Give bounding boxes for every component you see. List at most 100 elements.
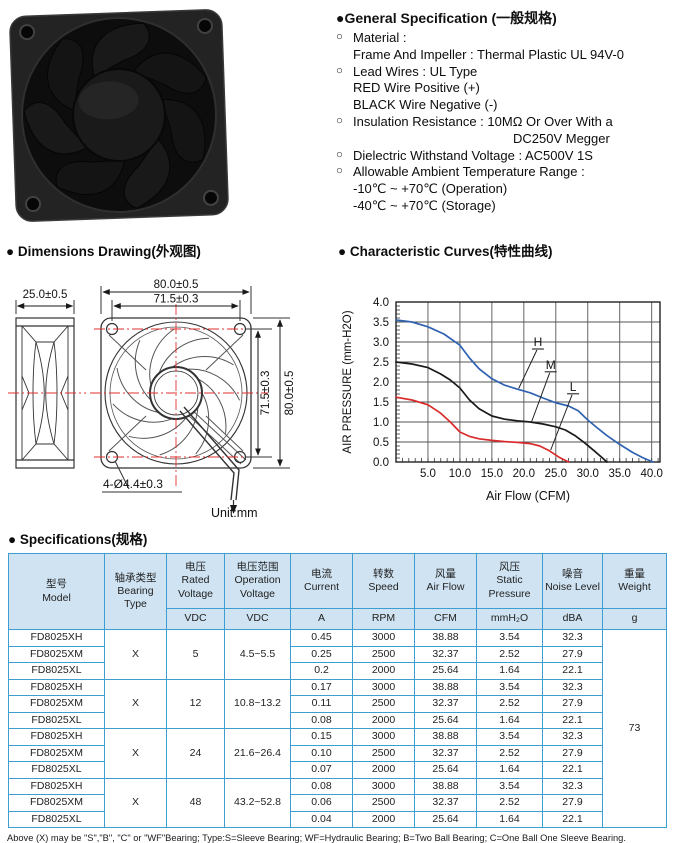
dim-width-holes-label: 71.5±0.3	[154, 294, 199, 306]
col-header-operation_voltage: 电压范围 Operation Voltage	[224, 553, 291, 609]
col-header-bearing: 轴承类型 Bearing Type	[104, 553, 167, 630]
cell-noise: 27.9	[542, 645, 603, 663]
cell-speed: 2000	[352, 711, 415, 729]
dim-depth-label: 25.0±0.5	[23, 289, 68, 301]
cell-static-pressure: 1.64	[476, 810, 543, 828]
spec-row: FD8025XL 0.2 2000 25.64 1.64 22.1	[8, 662, 667, 680]
circle-bullet-icon: ○	[336, 148, 343, 161]
spec-row: FD8025XH X 24 21.6~26.4 0.15 3000 38.88 3.54 32.…	[8, 728, 667, 779]
cell-static-pressure: 2.52	[476, 744, 543, 762]
impeller-blade	[149, 328, 175, 386]
col-unit-noise: dBA	[542, 608, 603, 630]
spec-line: Frame And Impeller : Thermal Plastic UL …	[353, 46, 624, 62]
cell-operation-voltage: 10.8~13.2	[224, 678, 291, 729]
x-tick-label: 5.0	[420, 468, 436, 480]
cell-air-flow: 25.64	[414, 662, 477, 680]
y-tick-label: 2.5	[373, 357, 389, 369]
cell-static-pressure: 2.52	[476, 645, 543, 663]
cell-static-pressure: 3.54	[476, 777, 543, 795]
cell-static-pressure: 1.64	[476, 761, 543, 779]
spec-line: Insulation Resistance : 10MΩ Or Over Wit…	[353, 113, 613, 129]
cell-speed: 2000	[352, 662, 415, 680]
col-header-speed: 转数 Speed	[352, 553, 415, 609]
spec-line: DC250V Megger	[513, 130, 610, 146]
cell-current: 0.17	[290, 678, 353, 696]
fan-blade	[123, 137, 171, 209]
cell-air-flow: 32.37	[414, 744, 477, 762]
cell-air-flow: 38.88	[414, 777, 477, 795]
general-spec-title: ●General Specification (一般规格)	[336, 10, 557, 26]
cell-noise: 22.1	[542, 761, 603, 779]
y-tick-label: 1.0	[373, 417, 389, 429]
plot-border	[395, 301, 661, 463]
centerlines	[8, 304, 268, 486]
cell-static-pressure: 3.54	[476, 629, 543, 647]
circle-bullet-icon: ○	[336, 165, 343, 178]
dim-height	[246, 317, 290, 469]
x-tick-label: 25.0	[545, 468, 567, 480]
impeller-blade	[195, 392, 210, 455]
general-spec-list: ○ Material : Frame And Impeller : Thermal …	[336, 30, 672, 215]
dimensions-drawing-svg: 25.0±0.5	[8, 279, 296, 520]
cell-current: 0.08	[290, 711, 353, 729]
fan-hub	[72, 68, 166, 162]
spec-item: ○ Allowable Ambient Temperature Range : -1…	[336, 164, 672, 214]
spec-line: Dielectric Withstand Voltage : AC500V 1S	[353, 147, 593, 163]
curve-H	[395, 319, 654, 463]
unit-label: Unit:mm	[211, 506, 258, 520]
fan-blade	[55, 159, 126, 195]
cell-rated-voltage: 48	[166, 777, 225, 828]
col-header-air_flow: 风量 Air Flow	[414, 553, 477, 609]
spec-line: Material :	[353, 30, 407, 45]
col-header-weight: 重量 Weight	[602, 553, 667, 609]
col-unit-weight: g	[602, 608, 667, 630]
cell-operation-voltage: 43.2~52.8	[224, 777, 291, 828]
spec-line: RED Wire Positive (+)	[353, 80, 480, 96]
cell-static-pressure: 1.64	[476, 662, 543, 680]
cell-model: FD8025XM	[8, 794, 105, 812]
col-unit-speed: RPM	[352, 608, 415, 630]
cell-air-flow: 38.88	[414, 678, 477, 696]
cell-air-flow: 25.64	[414, 711, 477, 729]
cell-air-flow: 32.37	[414, 645, 477, 663]
y-tick-label: 3.5	[373, 317, 389, 329]
dimensions-title: ● Dimensions Drawing(外观图)	[6, 244, 201, 259]
cell-speed: 2500	[352, 645, 415, 663]
col-unit-air_flow: CFM	[414, 608, 477, 630]
dim-holes-label: 4-Ø4.4±0.3	[103, 477, 163, 491]
cell-speed: 3000	[352, 629, 415, 647]
lead-wires	[179, 406, 240, 514]
cell-bearing: X	[104, 728, 167, 779]
fan-blade	[91, 22, 150, 79]
cell-current: 0.11	[290, 695, 353, 713]
y-tick-label: 3.0	[373, 337, 389, 349]
x-tick-label: 30.0	[577, 468, 599, 480]
col-header-rated_voltage: 电压 Rated Voltage	[166, 553, 225, 609]
spec-line: Lead Wires : UL Type	[353, 63, 478, 79]
dim-depth	[15, 300, 75, 314]
cell-static-pressure: 3.54	[476, 678, 543, 696]
cell-model: FD8025XL	[8, 761, 105, 779]
cell-speed: 3000	[352, 728, 415, 746]
cell-current: 0.10	[290, 744, 353, 762]
col-header-static_pressure: 风压 Static Pressure	[476, 553, 543, 609]
curves-chart: HML 5.0 10.0 15.0 20.0 25.0 30.0 35.0 40.0 0.0 0.5…	[342, 297, 663, 503]
cell-speed: 2500	[352, 695, 415, 713]
spec-row: FD8025XH X 48 43.2~52.8 0.08 3000 38.88 3.54 32.…	[8, 777, 667, 828]
y-tick-label: 0.0	[373, 457, 389, 469]
cell-weight: 73	[602, 629, 667, 828]
cell-noise: 22.1	[542, 711, 603, 729]
cell-bearing: X	[104, 629, 167, 680]
fan-photo-svg	[9, 9, 229, 222]
cell-model: FD8025XL	[8, 662, 105, 680]
cell-noise: 32.3	[542, 678, 603, 696]
cell-rated-voltage: 12	[166, 678, 225, 729]
col-header-current: 电流 Current	[290, 553, 353, 609]
cell-operation-voltage: 4.5~5.5	[224, 629, 291, 680]
specs-title: ● Specifications(规格)	[8, 532, 148, 547]
cell-model: FD8025XH	[8, 777, 105, 795]
cell-rated-voltage: 5	[166, 629, 225, 680]
dimensions-section: ● Dimensions Drawing(外观图) 25.0±0.5	[6, 240, 338, 531]
spec-row: FD8025XM 0.25 2500 32.37 2.52 27.9	[8, 645, 667, 663]
x-tick-label: 15.0	[481, 468, 503, 480]
